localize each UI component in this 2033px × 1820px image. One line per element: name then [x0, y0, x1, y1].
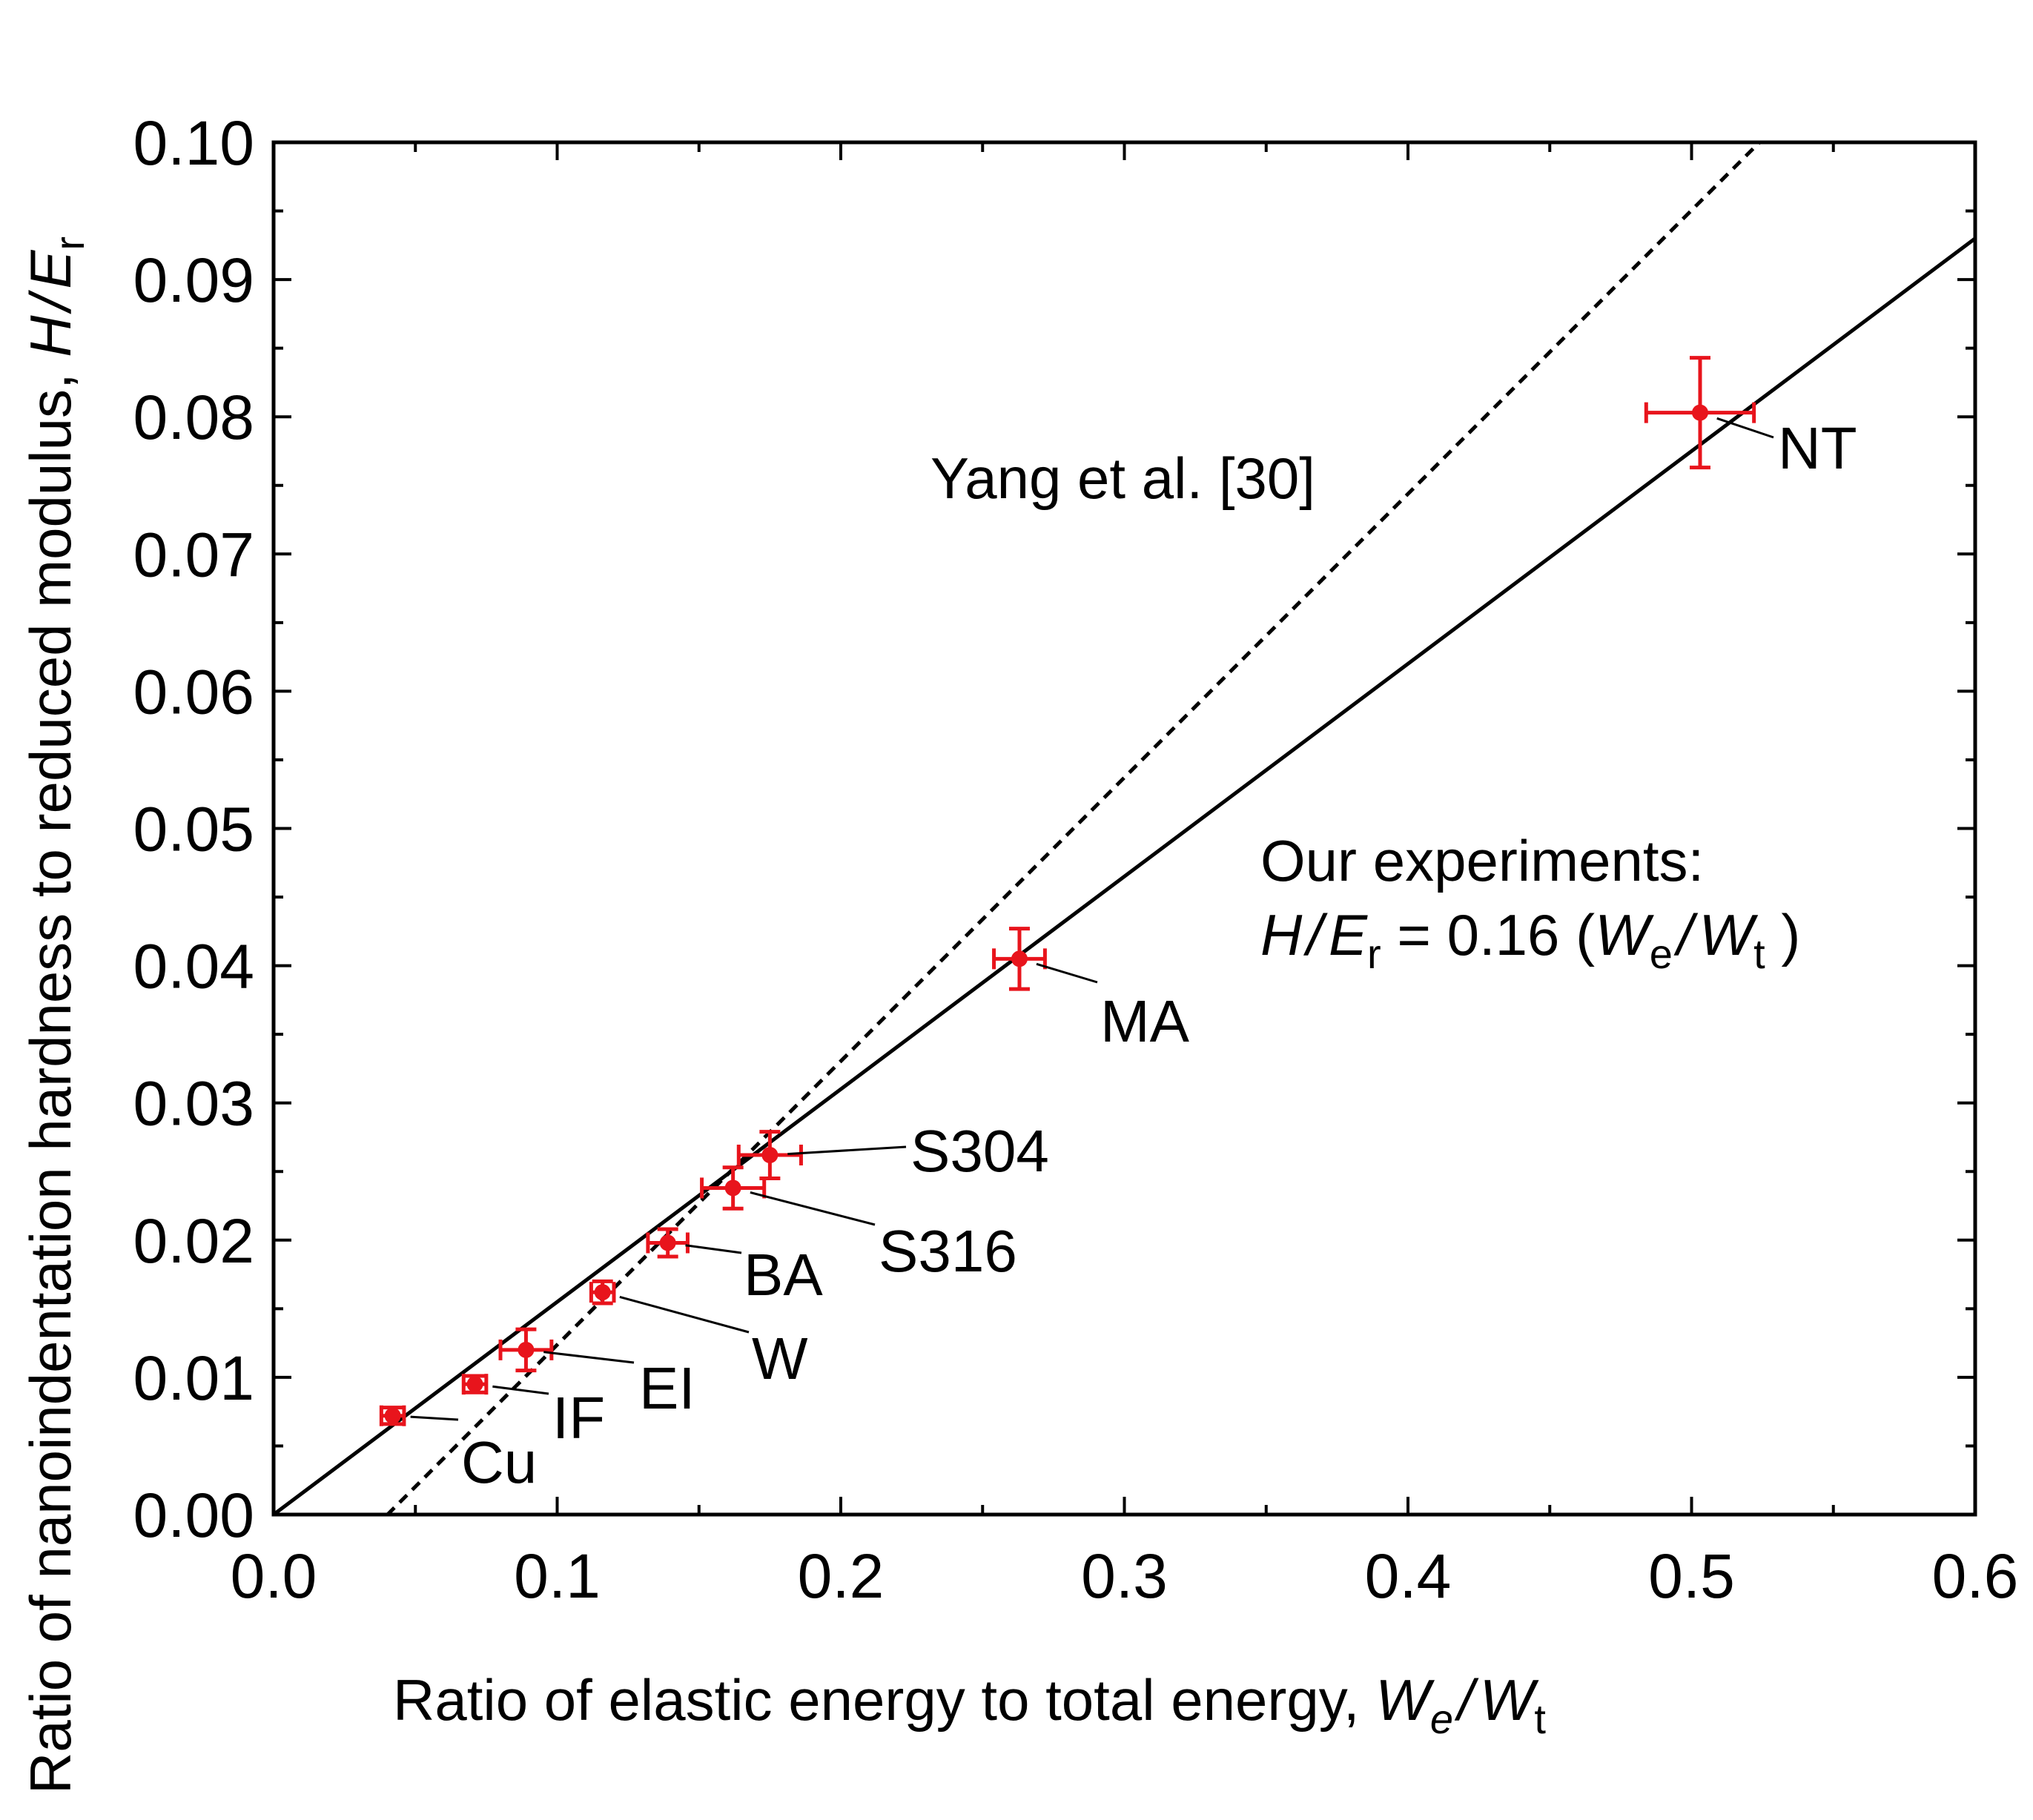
x-tick-label: 0.5 [1648, 1541, 1735, 1611]
ticks: 0.0 0.1 0.2 0.3 0.4 0.5 0.6 0.00 0.01 0.02 0.03 0.0… [133, 108, 2019, 1611]
fit-line [272, 236, 1977, 1516]
data-point-cu [379, 1405, 406, 1426]
leader-line [750, 1191, 876, 1226]
point-marker [518, 1341, 535, 1358]
leader-line [492, 1385, 549, 1395]
x-tick-label: 0.3 [1081, 1541, 1168, 1611]
y-tick-label: 0.06 [133, 657, 255, 727]
yang-annotation: Yang et al. [30] [930, 446, 1315, 511]
x-tick-label: 0.1 [514, 1541, 601, 1611]
y-tick-label: 0.02 [133, 1206, 255, 1276]
fit-lines [272, 141, 1977, 1517]
point-marker [761, 1147, 779, 1164]
leader-line [543, 1351, 635, 1364]
y-tick-label: 0.00 [133, 1480, 255, 1550]
leader-line [1716, 417, 1774, 439]
x-tick-label: 0.0 [231, 1541, 317, 1611]
point-label-ei: EI [639, 1355, 695, 1421]
point-marker [659, 1234, 676, 1251]
point-marker [724, 1179, 741, 1197]
point-marker [384, 1407, 401, 1424]
point-label-ba: BA [744, 1242, 823, 1308]
data-point-s316 [700, 1165, 767, 1211]
data-point-if [461, 1374, 489, 1395]
point-marker [1691, 404, 1708, 421]
point-marker [1011, 950, 1028, 967]
data-point-nt [1644, 356, 1756, 470]
y-tick-label: 0.08 [133, 383, 255, 452]
point-label-ma: MA [1100, 988, 1190, 1054]
x-tick-label: 0.4 [1365, 1541, 1452, 1611]
leader-line [787, 1145, 907, 1156]
point-label-s304: S304 [910, 1118, 1049, 1184]
x-tick-label: 0.2 [798, 1541, 885, 1611]
y-axis-title: Ratio of nanoindentation hardness to red… [18, 236, 93, 1794]
ours-annotation-equation: H/Er = 0.16 (We/Wt ) [1260, 902, 1800, 977]
y-tick-label: 0.05 [133, 795, 255, 864]
point-label-nt: NT [1778, 415, 1857, 481]
data-point-s304 [736, 1130, 803, 1181]
leader-line [685, 1244, 742, 1254]
x-axis-title: Ratio of elastic energy to total energy,… [393, 1667, 1546, 1742]
x-tick-label: 0.6 [1932, 1541, 2019, 1611]
data-point-w [589, 1279, 616, 1306]
point-marker [466, 1376, 483, 1393]
plot-frame [271, 140, 1977, 1517]
ours-annotation-line1: Our experiments: [1260, 828, 1704, 893]
point-label-w: W [752, 1326, 808, 1392]
point-marker [594, 1284, 611, 1301]
point-label-s316: S316 [879, 1218, 1017, 1284]
point-label-cu: Cu [461, 1429, 537, 1495]
leader-line [410, 1415, 459, 1421]
y-tick-label: 0.01 [133, 1343, 255, 1413]
leader-line [1036, 962, 1098, 984]
data-point-ei [498, 1327, 554, 1373]
data-point-ma [992, 927, 1047, 991]
yang-line [386, 141, 1762, 1517]
y-tick-label: 0.10 [133, 108, 255, 178]
y-tick-label: 0.07 [133, 520, 255, 589]
data-points [379, 356, 1756, 1426]
y-tick-label: 0.04 [133, 932, 255, 1002]
data-point-ba [646, 1227, 690, 1259]
y-tick-label: 0.09 [133, 245, 255, 315]
y-tick-label: 0.03 [133, 1069, 255, 1139]
point-label-if: IF [552, 1385, 605, 1451]
leader-line [619, 1296, 750, 1334]
axes [271, 140, 1977, 1517]
